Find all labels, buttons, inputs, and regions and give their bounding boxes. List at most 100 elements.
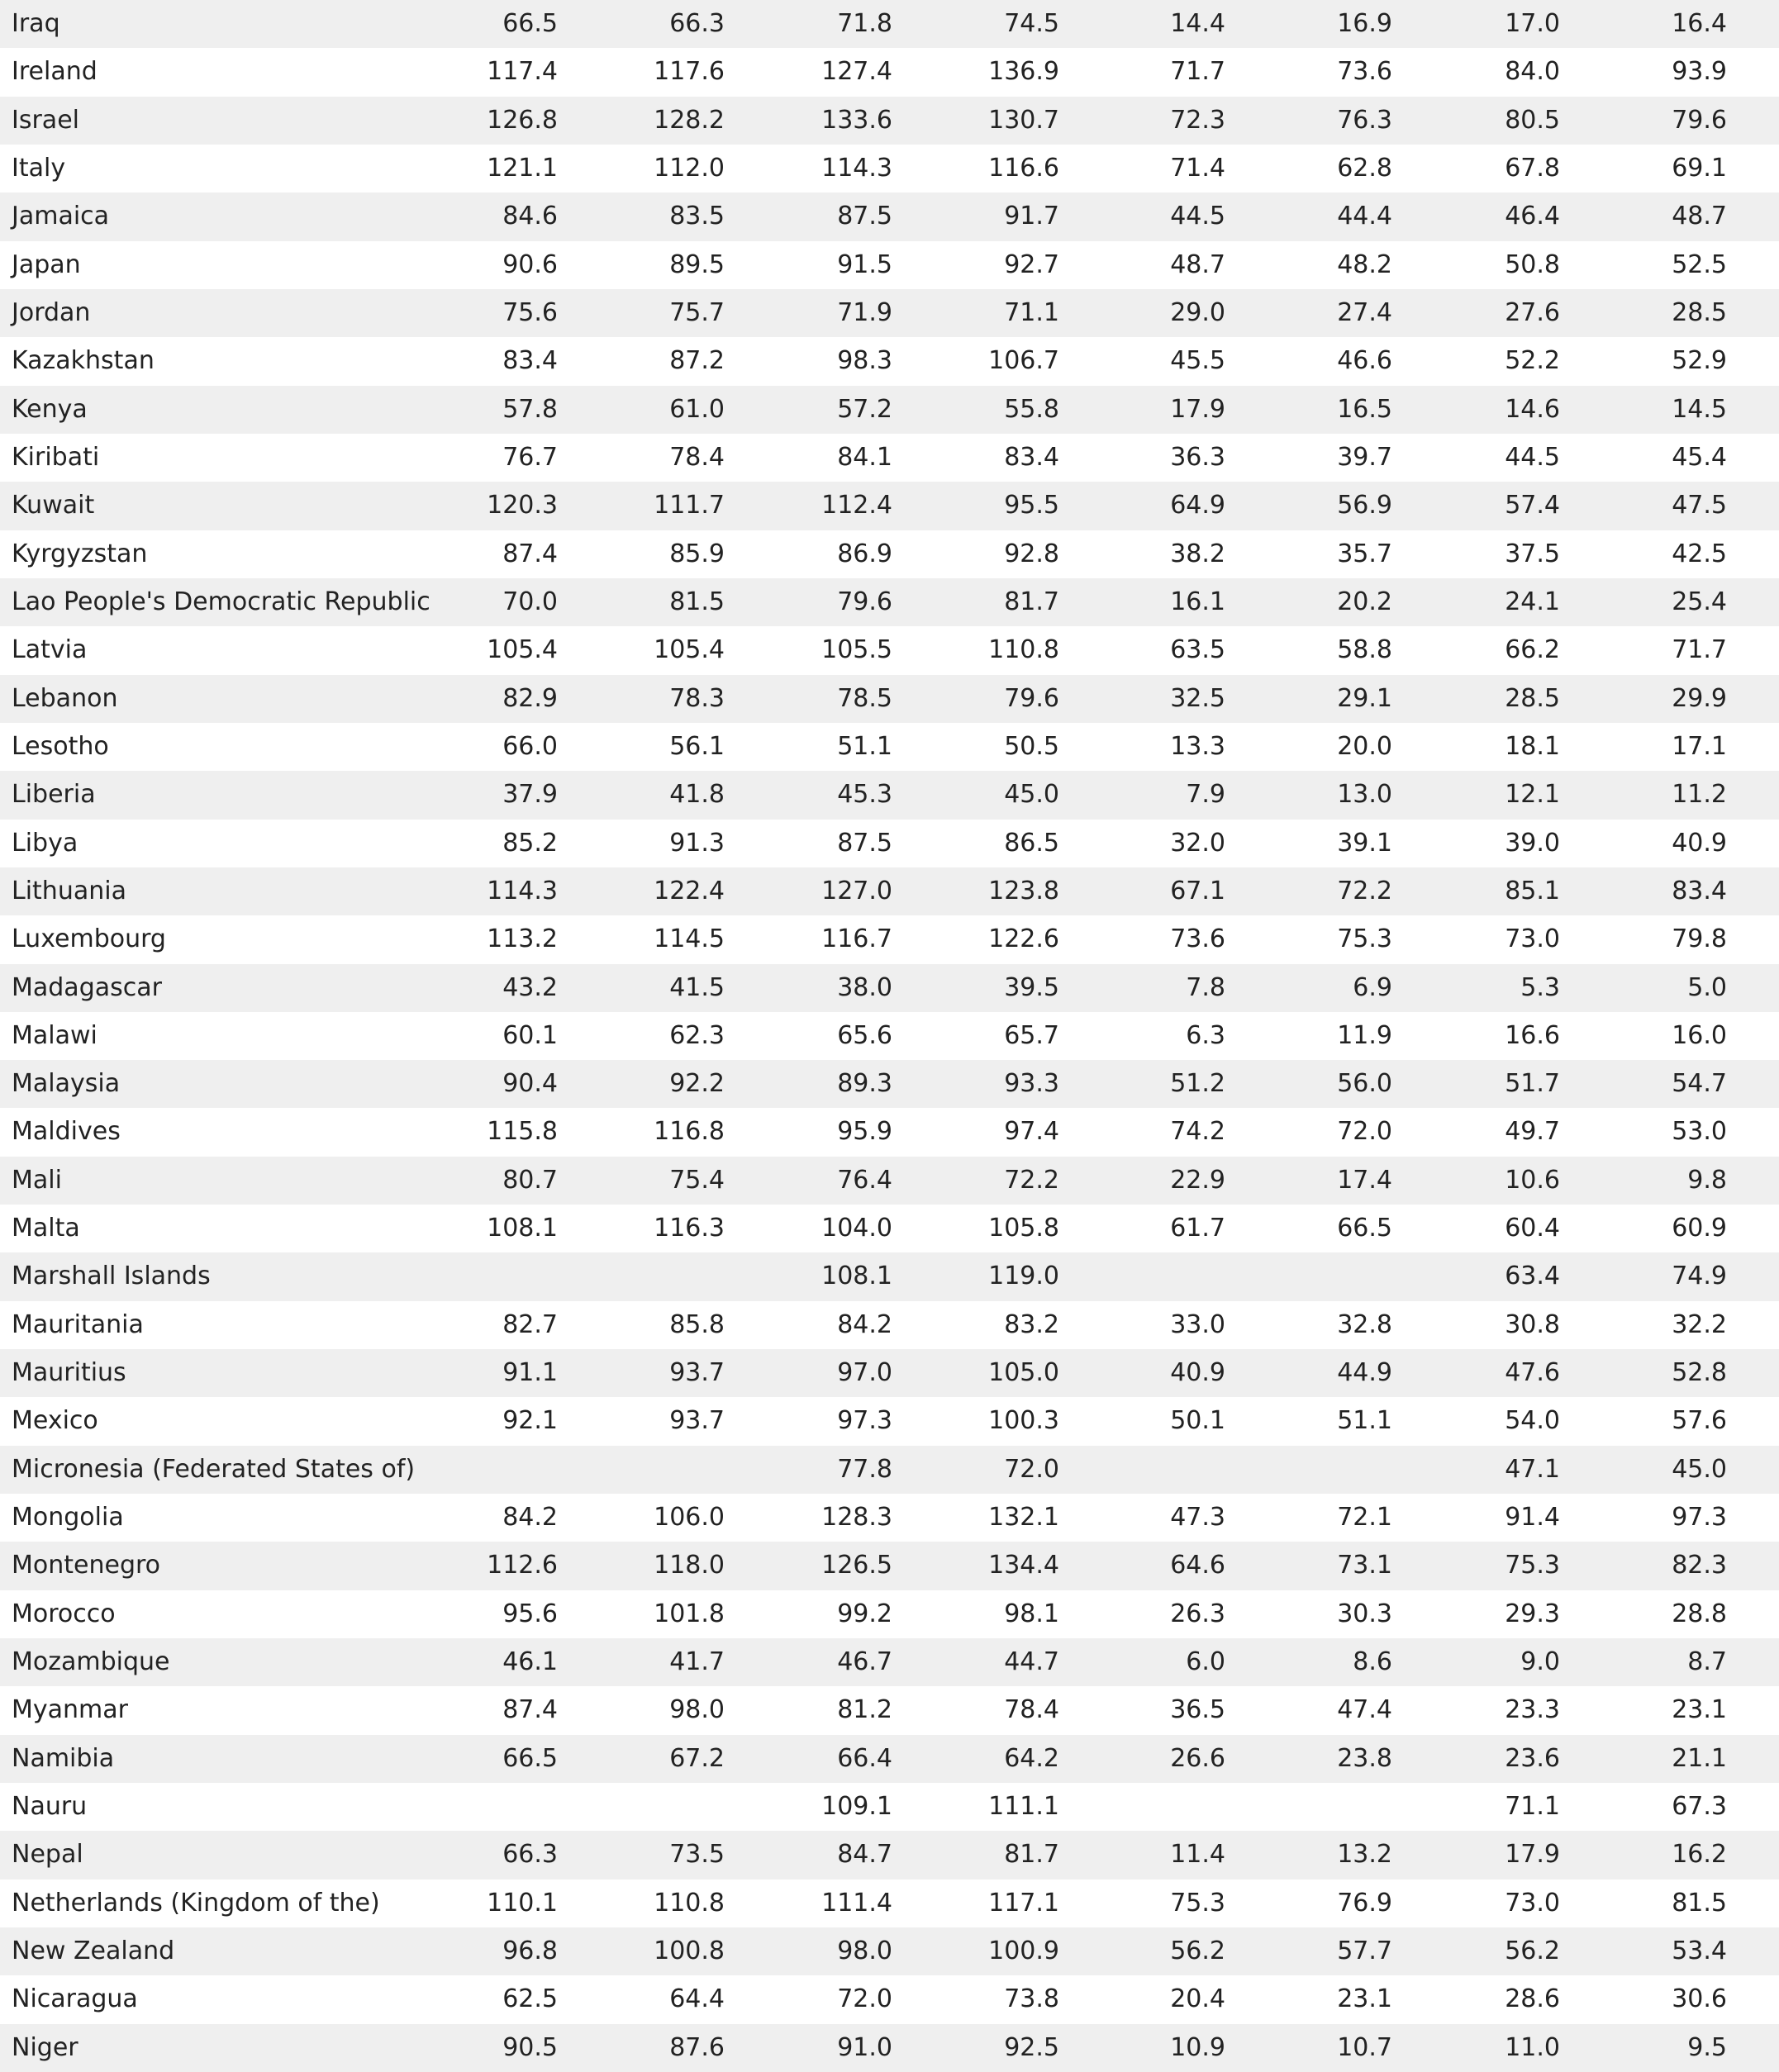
table-row: Liberia 37.9 41.8 45.3 45.0 7.9 13.0 12.1 11.2 <box>0 771 1779 820</box>
value-cell: 116.8 <box>654 1117 725 1147</box>
value-cell: 17.4 <box>1337 1165 1392 1195</box>
value-cell: 48.7 <box>1672 202 1727 231</box>
table-row: Micronesia (Federated States of) 77.8 72.0… <box>0 1445 1779 1495</box>
value-cell: 39.7 <box>1337 442 1392 472</box>
country-name: Montenegro <box>12 1551 161 1580</box>
country-name: Maldives <box>12 1117 121 1147</box>
value-cell: 39.0 <box>1505 828 1560 858</box>
value-cell: 20.0 <box>1337 731 1392 761</box>
value-cell: 84.2 <box>837 1309 892 1339</box>
country-name: Jamaica <box>12 202 110 231</box>
value-cell: 65.7 <box>1004 1020 1059 1050</box>
value-cell: 60.9 <box>1672 1214 1727 1243</box>
value-cell: 17.9 <box>1170 394 1225 424</box>
value-cell: 48.2 <box>1337 249 1392 279</box>
value-cell: 40.9 <box>1170 1358 1225 1388</box>
value-cell: 67.3 <box>1672 1792 1727 1822</box>
value-cell: 26.3 <box>1170 1599 1225 1628</box>
value-cell: 66.5 <box>502 1743 558 1773</box>
value-cell: 72.0 <box>837 1984 892 2014</box>
value-cell: 71.7 <box>1170 57 1225 87</box>
value-cell: 36.3 <box>1170 442 1225 472</box>
country-name: Nepal <box>12 1840 83 1870</box>
value-cell: 109.1 <box>821 1792 892 1822</box>
value-cell: 71.4 <box>1170 153 1225 183</box>
value-cell: 72.3 <box>1170 105 1225 135</box>
country-name: Jordan <box>12 297 91 327</box>
value-cell: 105.4 <box>654 635 725 665</box>
table-row: Mauritius 91.1 93.7 97.0 105.0 40.9 44.9 47.6 52… <box>0 1349 1779 1398</box>
country-name: Kazakhstan <box>12 346 155 376</box>
country-name: Mali <box>12 1165 62 1195</box>
value-cell: 84.0 <box>1505 57 1560 87</box>
country-name: Latvia <box>12 635 88 665</box>
value-cell: 79.6 <box>1672 105 1727 135</box>
value-cell: 110.8 <box>654 1888 725 1918</box>
table-row: Jordan 75.6 75.7 71.9 71.1 29.0 27.4 27.6 28.5 <box>0 288 1779 338</box>
value-cell: 27.4 <box>1337 297 1392 327</box>
value-cell: 136.9 <box>988 57 1059 87</box>
value-cell: 16.5 <box>1337 394 1392 424</box>
value-cell: 105.8 <box>988 1214 1059 1243</box>
value-cell: 97.3 <box>837 1406 892 1436</box>
value-cell: 134.4 <box>988 1551 1059 1580</box>
value-cell: 79.6 <box>837 587 892 616</box>
value-cell: 51.2 <box>1170 1069 1225 1099</box>
value-cell: 101.8 <box>654 1599 725 1628</box>
value-cell: 97.3 <box>1672 1503 1727 1533</box>
table-row: Luxembourg 113.2 114.5 116.7 122.6 73.6 75.3 73… <box>0 915 1779 963</box>
country-name: Nauru <box>12 1792 88 1822</box>
value-cell: 28.5 <box>1505 683 1560 713</box>
country-name: Lesotho <box>12 731 109 761</box>
value-cell: 46.1 <box>502 1647 558 1677</box>
value-cell: 37.9 <box>502 780 558 810</box>
table-row: Malaysia 90.4 92.2 89.3 93.3 51.2 56.0 51.7 54.7 <box>0 1060 1779 1109</box>
value-cell: 6.9 <box>1353 972 1392 1002</box>
value-cell: 118.0 <box>654 1551 725 1580</box>
value-cell: 57.4 <box>1505 491 1560 520</box>
value-cell: 84.1 <box>837 442 892 472</box>
value-cell: 96.8 <box>502 1937 558 1966</box>
country-name: Niger <box>12 2032 78 2062</box>
value-cell: 45.4 <box>1672 442 1727 472</box>
value-cell: 105.5 <box>821 635 892 665</box>
value-cell: 24.1 <box>1505 587 1560 616</box>
table-row: Malta 108.1 116.3 104.0 105.8 61.7 66.5 60.4 60.… <box>0 1205 1779 1252</box>
value-cell: 75.4 <box>669 1165 725 1195</box>
value-cell: 29.0 <box>1170 297 1225 327</box>
value-cell: 70.0 <box>502 587 558 616</box>
value-cell: 52.9 <box>1672 346 1727 376</box>
value-cell: 122.6 <box>988 924 1059 954</box>
value-cell: 117.4 <box>487 57 558 87</box>
value-cell: 71.8 <box>837 9 892 38</box>
value-cell: 49.7 <box>1505 1117 1560 1147</box>
value-cell: 86.9 <box>837 539 892 568</box>
value-cell: 91.1 <box>502 1358 558 1388</box>
value-cell: 61.0 <box>669 394 725 424</box>
value-cell: 56.9 <box>1337 491 1392 520</box>
value-cell: 95.9 <box>837 1117 892 1147</box>
value-cell: 64.9 <box>1170 491 1225 520</box>
value-cell: 130.7 <box>988 105 1059 135</box>
table-row: Lebanon 82.9 78.3 78.5 79.6 32.5 29.1 28.5 29.9 <box>0 674 1779 723</box>
country-name: Nicaragua <box>12 1984 138 2014</box>
value-cell: 117.1 <box>988 1888 1059 1918</box>
value-cell: 23.8 <box>1337 1743 1392 1773</box>
value-cell: 119.0 <box>988 1262 1059 1291</box>
value-cell: 75.6 <box>502 297 558 327</box>
value-cell: 111.1 <box>988 1792 1059 1822</box>
value-cell: 46.4 <box>1505 202 1560 231</box>
table-row: Mozambique 46.1 41.7 46.7 44.7 6.0 8.6 9.0 8.7 <box>0 1638 1779 1687</box>
value-cell: 80.5 <box>1505 105 1560 135</box>
value-cell: 92.7 <box>1004 249 1059 279</box>
country-name: Kiribati <box>12 442 100 472</box>
value-cell: 23.6 <box>1505 1743 1560 1773</box>
table-row: Kuwait 120.3 111.7 112.4 95.5 64.9 56.9 57.4 47.… <box>0 482 1779 530</box>
value-cell: 57.2 <box>837 394 892 424</box>
value-cell: 8.6 <box>1353 1647 1392 1677</box>
value-cell: 17.0 <box>1505 9 1560 38</box>
country-name: Mauritius <box>12 1358 126 1388</box>
value-cell: 11.2 <box>1672 780 1727 810</box>
value-cell: 67.8 <box>1505 153 1560 183</box>
